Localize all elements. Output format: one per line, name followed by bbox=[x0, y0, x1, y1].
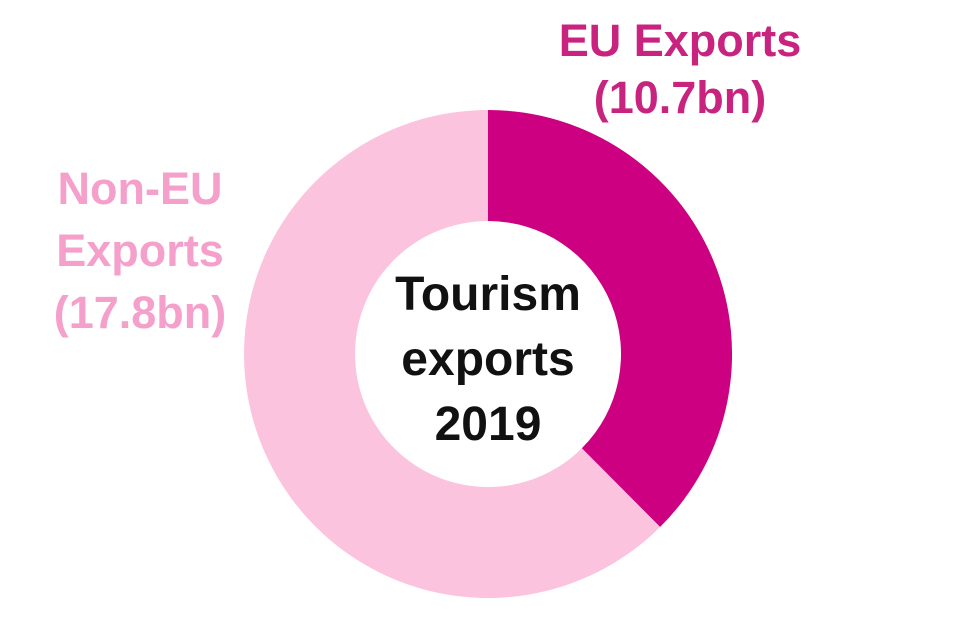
donut-center-label: Tourism exports 2019 bbox=[338, 262, 638, 457]
label-eu-line-2: (10.7bn) bbox=[593, 72, 767, 123]
label-non-eu-line-3: (17.8bn) bbox=[53, 287, 227, 338]
label-non-eu-line-1: Non-EU bbox=[57, 163, 223, 214]
center-label-line-2: exports bbox=[401, 333, 575, 386]
label-non-eu-exports: Non-EU Exports (17.8bn) bbox=[10, 158, 270, 344]
label-non-eu-line-2: Exports bbox=[56, 225, 224, 276]
center-label-line-3: 2019 bbox=[434, 398, 542, 451]
donut-segment-non-eu-exports bbox=[244, 110, 661, 598]
donut-segment-eu-exports bbox=[488, 110, 733, 527]
label-eu-exports: EU Exports (10.7bn) bbox=[520, 12, 840, 126]
center-label-line-1: Tourism bbox=[395, 268, 581, 321]
label-eu-line-1: EU Exports bbox=[558, 15, 802, 66]
